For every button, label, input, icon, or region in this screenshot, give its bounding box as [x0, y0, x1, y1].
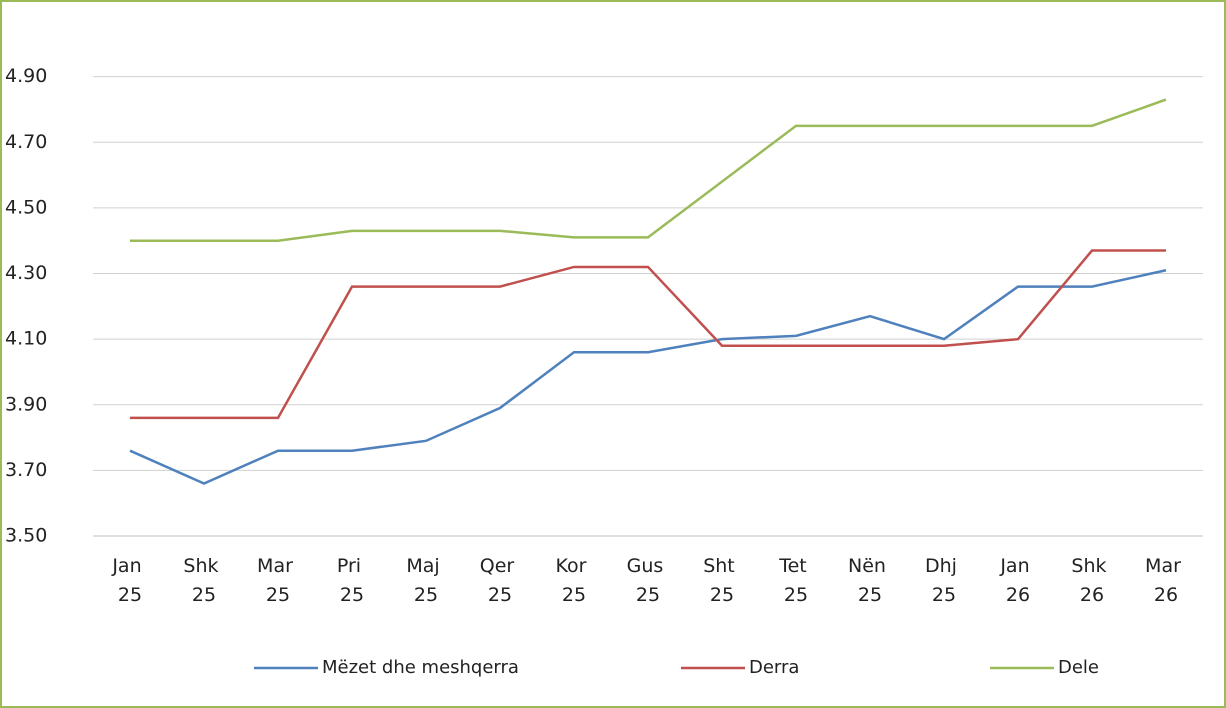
- x-tick-label: Gus 25: [627, 555, 670, 606]
- legend-label: Derra: [749, 657, 799, 678]
- x-tick-label: Tet 25: [778, 555, 813, 606]
- legend-label: Mëzet dhe meshqerra: [322, 657, 519, 678]
- y-tick-label: 4.10: [5, 328, 47, 350]
- y-tick-label: 4.30: [5, 262, 47, 284]
- y-tick-label: 3.50: [5, 525, 47, 547]
- x-tick-label: Nën 25: [848, 555, 892, 606]
- y-tick-label: 4.70: [5, 131, 47, 153]
- series-line: [130, 98, 1167, 242]
- y-tick-label: 3.70: [5, 459, 47, 481]
- x-tick-label: Sht 25: [703, 555, 741, 606]
- x-tick-label: Maj 25: [406, 555, 445, 606]
- x-tick-label: Shk 26: [1071, 555, 1112, 606]
- x-tick-label: Jan 26: [999, 555, 1035, 606]
- y-tick-label: 4.90: [5, 65, 47, 87]
- x-tick-label: Mar 26: [1145, 555, 1187, 606]
- x-tick-label: Kor 25: [556, 555, 593, 606]
- x-tick-label: Mar 25: [257, 555, 299, 606]
- x-tick-label: Shk 25: [183, 555, 224, 606]
- x-tick-label: Pri 25: [337, 555, 367, 606]
- x-tick-label: Jan 25: [111, 555, 147, 606]
- x-tick-label: Qer 25: [480, 555, 521, 606]
- y-tick-label: 3.90: [5, 393, 47, 415]
- series-line: [130, 249, 1166, 420]
- legend-label: Dele: [1058, 657, 1099, 678]
- y-tick-label: 4.50: [5, 196, 47, 218]
- series-line: [129, 268, 1167, 485]
- x-tick-label: Dhj 25: [925, 555, 963, 606]
